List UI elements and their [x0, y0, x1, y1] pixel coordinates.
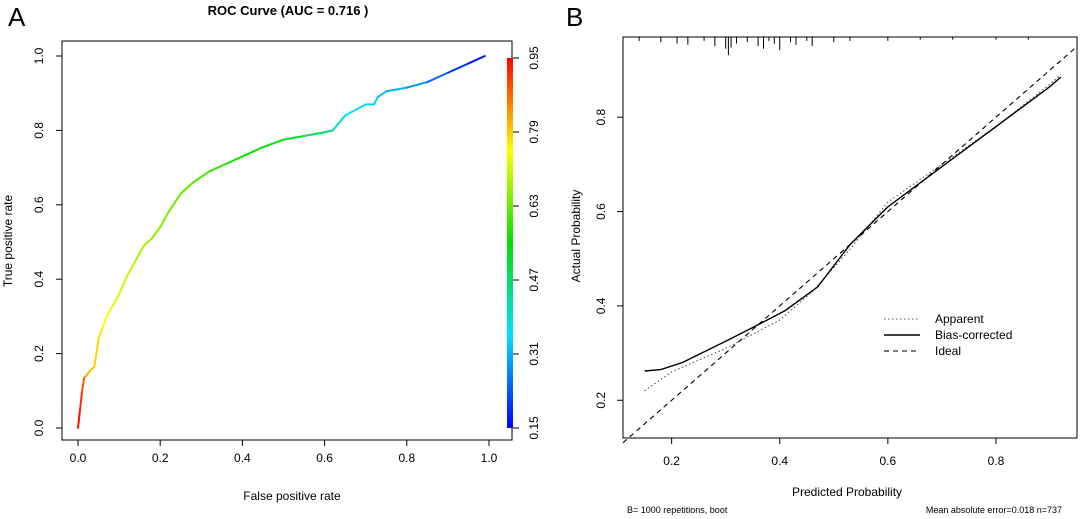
roc-x-tick-label: 0.2 [152, 451, 169, 465]
roc-curve-segment [77, 408, 82, 429]
calibration-x-tick-label: 0.8 [988, 454, 1005, 468]
colorbar-tick-label: 0.15 [527, 416, 541, 440]
roc-curve-segment [372, 95, 380, 106]
roc-curve-segment [467, 55, 486, 65]
roc-curve-segment [224, 155, 244, 165]
calibration-x-tick-label: 0.6 [879, 454, 896, 468]
calibration-x-tick-label: 0.4 [771, 454, 788, 468]
roc-x-tick-label: 0.8 [398, 451, 415, 465]
colorbar-tick-label: 0.95 [527, 46, 541, 70]
roc-curve [77, 55, 486, 429]
roc-x-tick-label: 0.6 [316, 451, 333, 465]
panel-b-label: B [566, 2, 583, 32]
roc-y-tick-label: 0.8 [32, 122, 46, 139]
series-line-apparent [644, 74, 1062, 392]
roc-curve-segment [97, 326, 104, 340]
roc-plot-frame [61, 40, 513, 441]
roc-y-tick-label: 0.0 [32, 419, 46, 436]
roc-x-tick-label: 0.4 [234, 451, 251, 465]
calibration-plot-frame [622, 36, 1078, 439]
roc-y-axis: 0.0 0.2 0.4 0.6 0.8 1.0 [32, 47, 62, 436]
roc-y-tick-label: 1.0 [32, 47, 46, 64]
panel-b: B 0.2 0.4 0.6 0.8 0.2 0.4 0.6 0.8 Predicted Pr… [566, 2, 1078, 515]
roc-curve-segment [377, 90, 388, 98]
colorbar-tick-label: 0.63 [527, 194, 541, 218]
roc-curve-segment [208, 162, 227, 173]
colorbar-tick-label: 0.79 [527, 120, 541, 144]
roc-x-tick-label: 0.0 [70, 451, 87, 465]
calibration-y-tick-label: 0.6 [594, 203, 608, 220]
footnote-repetitions: B= 1000 repetitions, boot [627, 505, 728, 515]
roc-curve-segment [323, 129, 334, 134]
rug-plot [638, 37, 1029, 56]
roc-x-axis: 0.0 0.2 0.4 0.6 0.8 1.0 [70, 440, 498, 465]
series-line-bias-corrected [644, 76, 1062, 372]
calibration-legend: Apparent Bias-corrected Ideal [884, 312, 1012, 358]
roc-curve-segment [179, 181, 195, 195]
roc-curve-segment [303, 131, 326, 137]
roc-curve-segment [385, 86, 408, 93]
roc-curve-segment [282, 134, 306, 141]
calibration-y-axis: 0.2 0.4 0.6 0.8 [594, 109, 623, 409]
roc-curve-segment [344, 103, 367, 117]
legend-label-apparent: Apparent [935, 312, 984, 326]
roc-curve-segment [79, 389, 84, 411]
legend-label-ideal: Ideal [935, 344, 961, 358]
roc-curve-segment [446, 62, 470, 74]
colorbar-tick-label: 0.47 [527, 268, 541, 292]
roc-curve-segment [261, 138, 285, 149]
roc-curve-segment [85, 369, 92, 377]
calibration-y-tick-label: 0.8 [594, 109, 608, 126]
roc-curve-segment [192, 170, 211, 184]
roc-y-tick-label: 0.2 [32, 345, 46, 362]
roc-y-tick-label: 0.6 [32, 196, 46, 213]
colorbar-tick-label: 0.31 [527, 342, 541, 366]
roc-y-axis-label: True positive rate [1, 195, 15, 288]
roc-x-axis-label: False positive rate [243, 489, 341, 503]
roc-curve-segment [150, 226, 162, 240]
roc-curve-segment [426, 71, 449, 84]
calibration-y-tick-label: 0.2 [594, 392, 608, 409]
roc-curve-segment [81, 376, 86, 392]
roc-curve-segment [241, 146, 264, 158]
roc-curve-segment [118, 274, 129, 296]
roc-curve-segment [105, 307, 112, 318]
roc-y-tick-label: 0.4 [32, 271, 46, 288]
calibration-x-axis: 0.2 0.4 0.6 0.8 [663, 438, 1005, 468]
roc-curve-segment [167, 192, 182, 214]
roc-curve-segment [331, 114, 347, 132]
panel-a-label: A [8, 2, 26, 32]
legend-label-bias-corrected: Bias-corrected [935, 328, 1012, 342]
colorbar [507, 58, 513, 428]
roc-curve-segment [142, 237, 153, 247]
calibration-y-tick-label: 0.4 [594, 297, 608, 314]
roc-curve-segment [126, 259, 137, 277]
roc-curve-segment [109, 293, 121, 310]
roc-title: ROC Curve (AUC = 0.716 ) [208, 3, 369, 18]
roc-curve-segment [101, 315, 108, 329]
series-line-ideal [622, 46, 1078, 444]
calibration-x-axis-label: Predicted Probability [792, 485, 902, 499]
calibration-lines [622, 46, 1078, 444]
roc-x-tick-label: 1.0 [481, 451, 498, 465]
roc-curve-segment [134, 244, 145, 262]
footnote-mae: Mean absolute error=0.018 n=737 [926, 505, 1062, 515]
roc-curve-segment [159, 211, 170, 229]
roc-curve-segment [405, 81, 429, 89]
calibration-x-tick-label: 0.2 [663, 454, 680, 468]
calibration-y-axis-label: Actual Probability [569, 190, 583, 283]
panel-a: A ROC Curve (AUC = 0.716 ) 0.0 0.2 0.4 0.6 0… [1, 2, 541, 503]
colorbar-ticks: 0.15 0.31 0.47 0.63 0.79 0.95 [513, 46, 541, 440]
roc-curve-segment [93, 337, 100, 368]
